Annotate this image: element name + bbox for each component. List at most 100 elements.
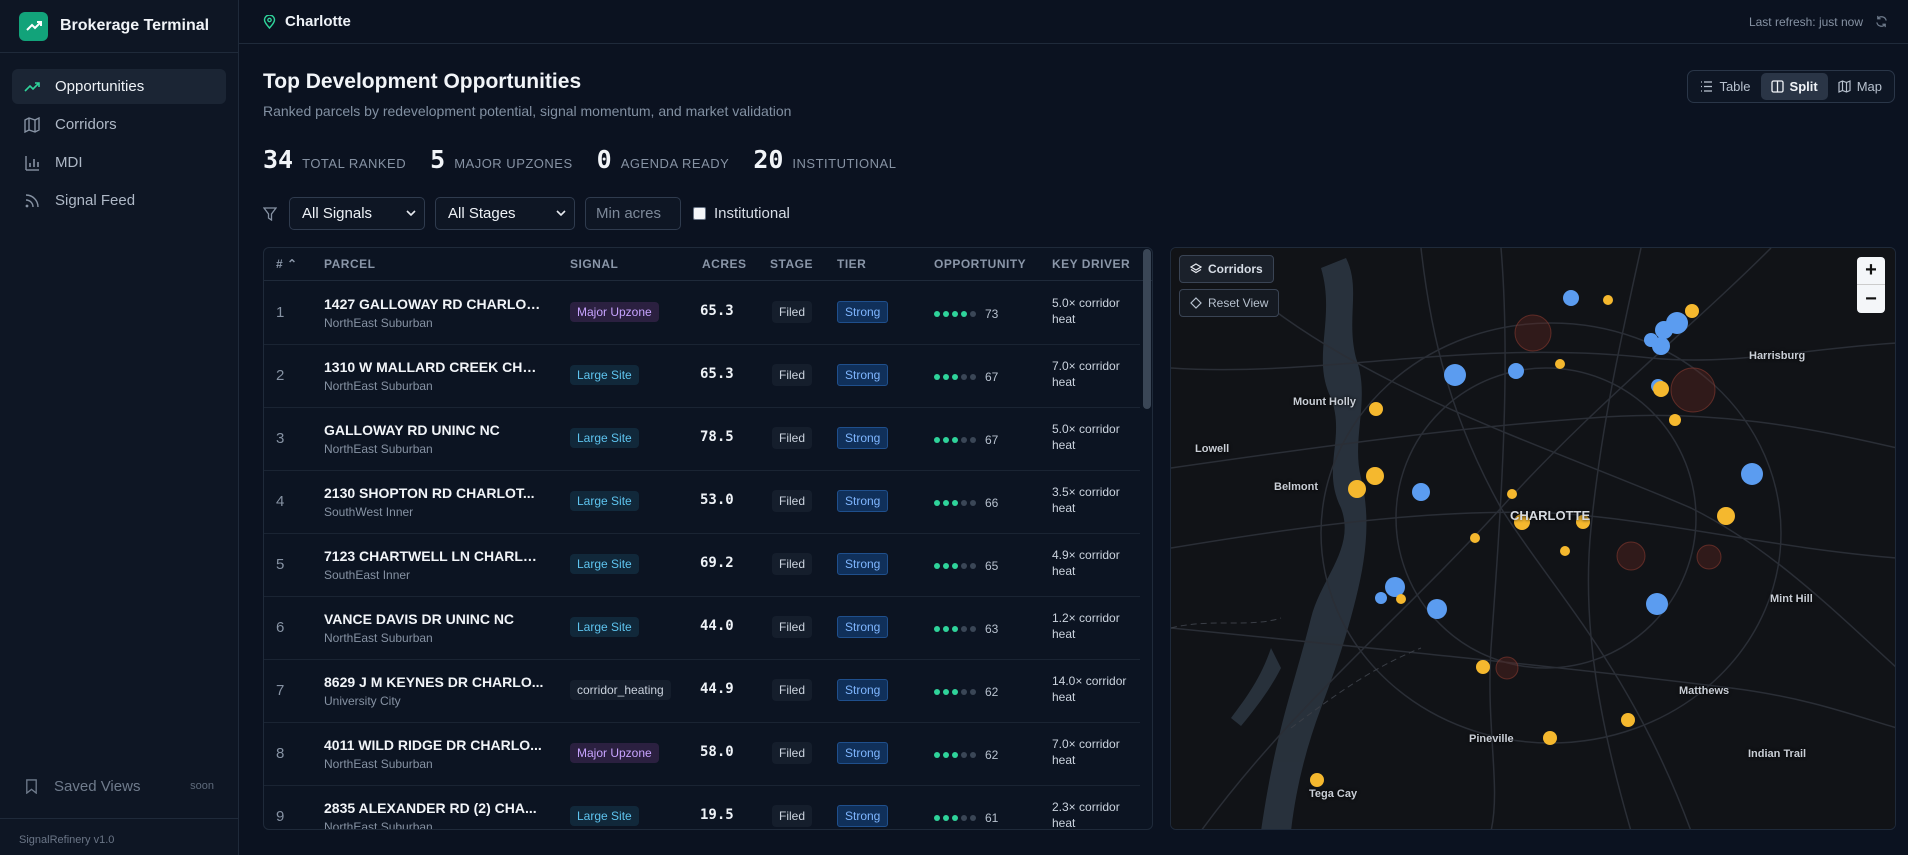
parcel-marker[interactable]	[1560, 546, 1570, 556]
refresh-icon[interactable]	[1875, 15, 1888, 28]
parcel-marker[interactable]	[1508, 363, 1524, 379]
parcel-marker[interactable]	[1507, 489, 1517, 499]
parcel-area: NorthEast Suburban	[324, 379, 433, 393]
score-dot	[961, 374, 967, 380]
acres-cell: 58.0	[700, 744, 734, 760]
parcel-marker[interactable]	[1427, 599, 1447, 619]
parcel-marker[interactable]	[1396, 594, 1406, 604]
acres-cell: 65.3	[700, 366, 734, 382]
view-map-button[interactable]: Map	[1828, 73, 1892, 100]
parcel-marker[interactable]	[1369, 402, 1383, 416]
county-boundary	[1171, 617, 1422, 729]
score-dot	[952, 752, 958, 758]
col-tier[interactable]: TIER	[837, 257, 867, 271]
acres-cell: 53.0	[700, 492, 734, 508]
table-row[interactable]: 9 2835 ALEXANDER RD (2) CHA... NorthEast…	[264, 786, 1140, 830]
view-table-button[interactable]: Table	[1690, 73, 1760, 100]
parcel-address[interactable]: GALLOWAY RD UNINC NC	[324, 422, 500, 438]
stage-badge: Filed	[772, 364, 813, 386]
location-label[interactable]: Charlotte	[285, 13, 351, 30]
table-row[interactable]: 1 1427 GALLOWAY RD CHARLOT... NorthEast …	[264, 282, 1140, 345]
parcel-address[interactable]: 1427 GALLOWAY RD CHARLOT...	[324, 296, 544, 312]
parcel-marker[interactable]	[1652, 337, 1670, 355]
map-panel[interactable]: Corridors Reset View + − Harrisburg Moun…	[1170, 247, 1896, 830]
parcel-marker[interactable]	[1385, 577, 1405, 597]
parcel-marker[interactable]	[1717, 507, 1735, 525]
parcel-address[interactable]: 7123 CHARTWELL LN CHARLO...	[324, 548, 544, 564]
table-row[interactable]: 4 2130 SHOPTON RD CHARLOT... SouthWest I…	[264, 471, 1140, 534]
reset-view-button[interactable]: Reset View	[1179, 289, 1280, 317]
sidebar-item-opportunities[interactable]: Opportunities	[12, 69, 226, 104]
table-row[interactable]: 7 8629 J M KEYNES DR CHARLO... Universit…	[264, 660, 1140, 723]
rank-cell: 4	[276, 493, 285, 510]
parcel-marker[interactable]	[1653, 381, 1669, 397]
saved-views-item[interactable]: Saved Views soon	[12, 772, 226, 800]
score-dot	[961, 437, 967, 443]
col-signal[interactable]: SIGNAL	[570, 257, 619, 271]
table-row[interactable]: 5 7123 CHARTWELL LN CHARLO... SouthEast …	[264, 534, 1140, 597]
parcel-address[interactable]: 1310 W MALLARD CREEK CHU...	[324, 359, 544, 375]
parcel-marker[interactable]	[1666, 312, 1688, 334]
parcel-area: NorthEast Suburban	[324, 820, 433, 830]
parcel-marker[interactable]	[1310, 773, 1324, 787]
layers-icon	[1190, 263, 1202, 274]
table-row[interactable]: 8 4011 WILD RIDGE DR CHARLO... NorthEast…	[264, 723, 1140, 786]
columns-icon	[1770, 80, 1784, 93]
parcel-marker[interactable]	[1603, 295, 1613, 305]
signal-select[interactable]: All Signals	[289, 197, 425, 230]
col-rank[interactable]: # ⌃	[276, 257, 298, 271]
parcel-marker[interactable]	[1685, 304, 1699, 318]
parcel-address[interactable]: 2835 ALEXANDER RD (2) CHA...	[324, 800, 537, 816]
checkbox-box[interactable]	[693, 207, 706, 220]
parcel-marker[interactable]	[1621, 713, 1635, 727]
sidebar-item-corridors[interactable]: Corridors	[12, 107, 226, 142]
signal-badge: Large Site	[570, 554, 639, 574]
zoom-out-button[interactable]: −	[1865, 287, 1877, 310]
parcel-marker[interactable]	[1514, 514, 1530, 530]
col-parcel[interactable]: PARCEL	[324, 257, 376, 271]
parcel-marker[interactable]	[1646, 593, 1668, 615]
parcel-address[interactable]: 2130 SHOPTON RD CHARLOT...	[324, 485, 535, 501]
parcel-marker[interactable]	[1543, 731, 1557, 745]
parcel-marker[interactable]	[1444, 364, 1466, 386]
parcel-marker[interactable]	[1741, 463, 1763, 485]
opportunity-score: 61	[934, 811, 998, 825]
col-opportunity[interactable]: OPPORTUNITY	[934, 257, 1027, 271]
table-row[interactable]: 2 1310 W MALLARD CREEK CHU... NorthEast …	[264, 345, 1140, 408]
parcel-address[interactable]: 8629 J M KEYNES DR CHARLO...	[324, 674, 544, 690]
table-row[interactable]: 3 GALLOWAY RD UNINC NC NorthEast Suburba…	[264, 408, 1140, 471]
min-acres-input[interactable]: Min acres	[585, 197, 681, 230]
table-row[interactable]: 6 VANCE DAVIS DR UNINC NC NorthEast Subu…	[264, 597, 1140, 660]
table-scrollbar[interactable]	[1143, 249, 1151, 409]
parcel-marker[interactable]	[1576, 515, 1590, 529]
zoom-in-button[interactable]: +	[1857, 257, 1885, 285]
parcel-marker[interactable]	[1348, 480, 1366, 498]
col-key-driver[interactable]: KEY DRIVER	[1052, 257, 1131, 271]
view-split-button[interactable]: Split	[1760, 73, 1828, 100]
signal-badge: Major Upzone	[570, 743, 659, 763]
sidebar-item-signal-feed[interactable]: Signal Feed	[12, 183, 226, 218]
stage-select[interactable]: All Stages	[435, 197, 575, 230]
parcel-marker[interactable]	[1412, 483, 1430, 501]
parcel-address[interactable]: VANCE DAVIS DR UNINC NC	[324, 611, 515, 627]
institutional-label: Institutional	[714, 205, 790, 222]
parcel-marker[interactable]	[1375, 592, 1387, 604]
stat-total-ranked: 34 TOTAL RANKED	[263, 145, 406, 174]
sidebar-item-mdi[interactable]: MDI	[12, 145, 226, 180]
parcel-marker[interactable]	[1366, 467, 1384, 485]
corridors-toggle-button[interactable]: Corridors	[1179, 255, 1274, 283]
parcel-marker[interactable]	[1476, 660, 1490, 674]
parcel-marker[interactable]	[1555, 359, 1565, 369]
stat-value: 5	[430, 145, 446, 174]
parcel-marker[interactable]	[1470, 533, 1480, 543]
institutional-checkbox[interactable]: Institutional	[693, 205, 790, 222]
parcel-marker[interactable]	[1563, 290, 1579, 306]
map-icon	[1838, 80, 1851, 93]
map-canvas[interactable]	[1171, 248, 1896, 830]
parcel-marker[interactable]	[1669, 414, 1681, 426]
col-acres[interactable]: ACRES	[702, 257, 747, 271]
col-stage[interactable]: STAGE	[770, 257, 813, 271]
opportunity-score: 67	[934, 370, 998, 384]
parcel-address[interactable]: 4011 WILD RIDGE DR CHARLO...	[324, 737, 542, 753]
stat-label: INSTITUTIONAL	[792, 156, 897, 171]
